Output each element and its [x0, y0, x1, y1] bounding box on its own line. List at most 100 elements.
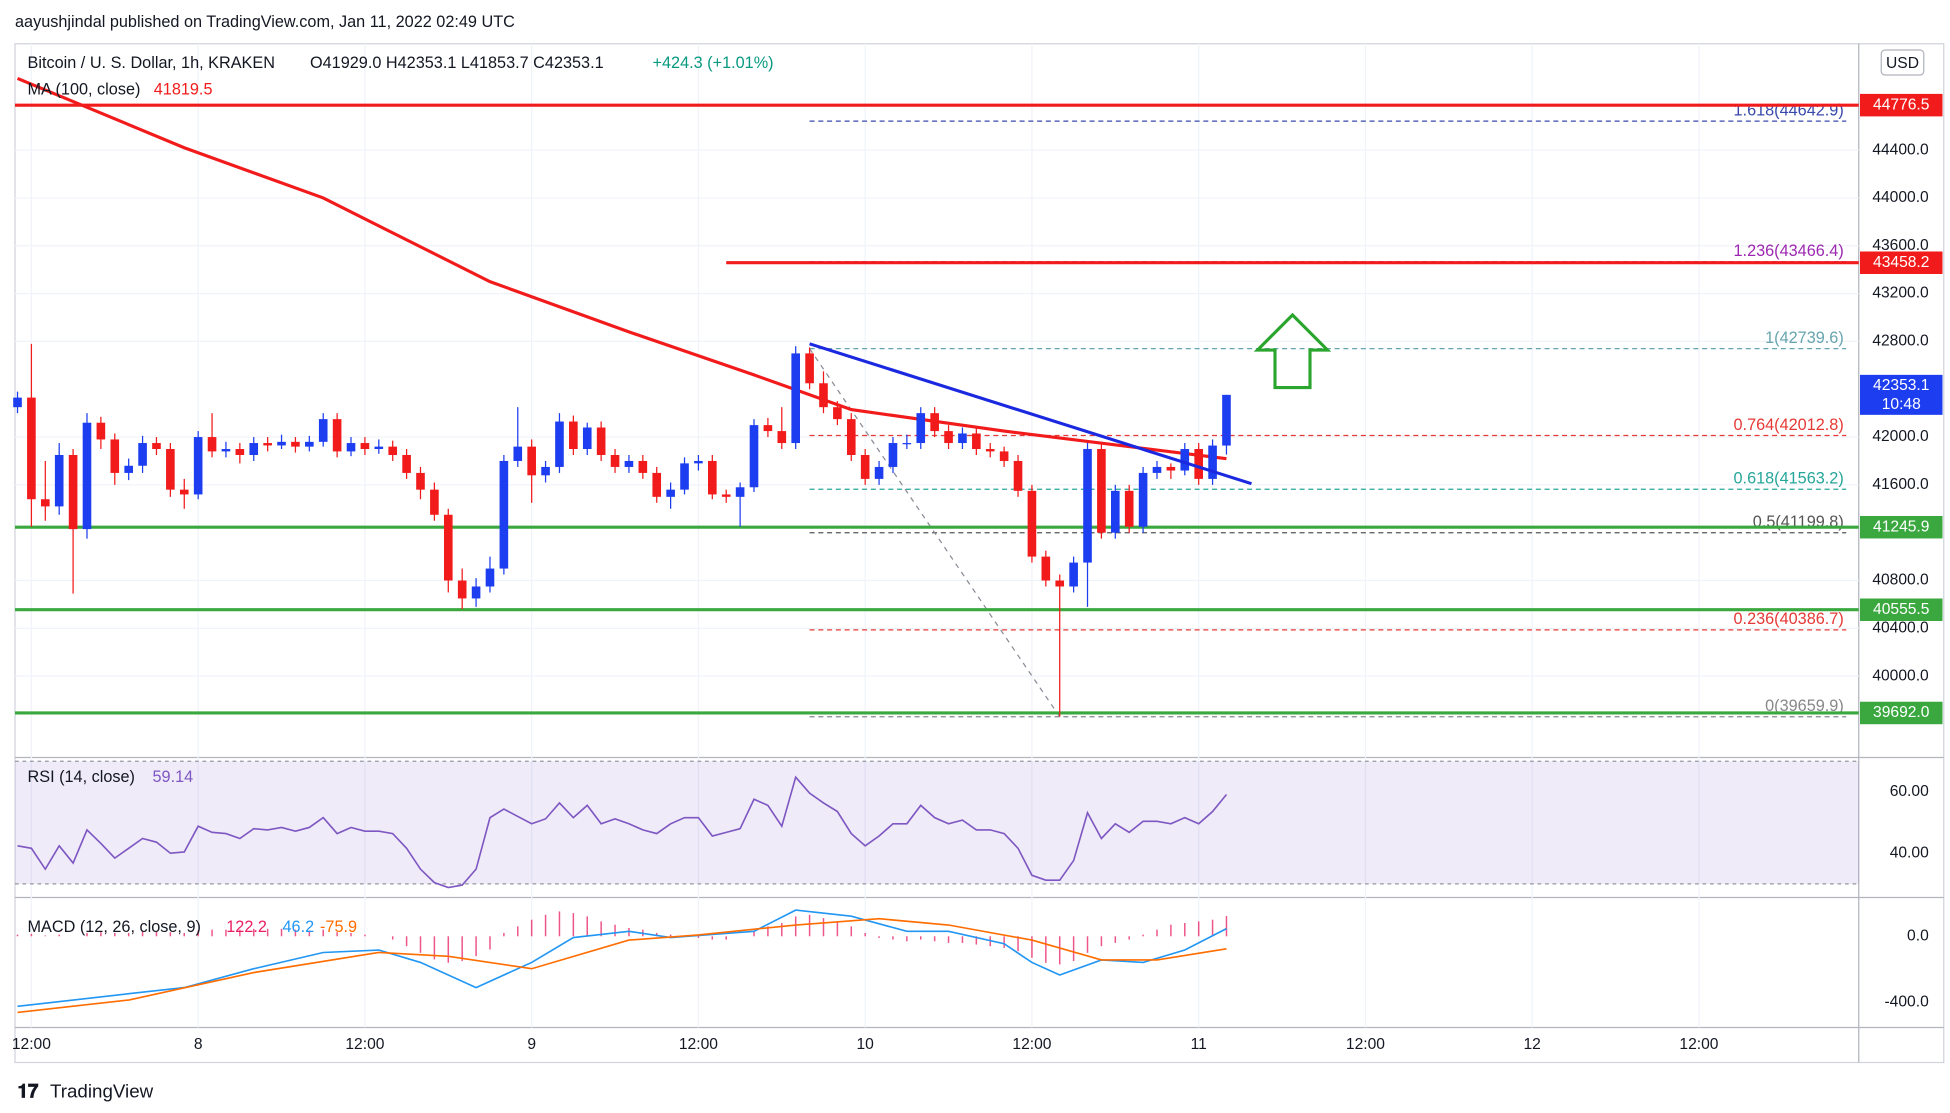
x-tick-label: 12:00: [1346, 1036, 1385, 1053]
candle-body: [96, 422, 106, 440]
candle-body: [680, 463, 689, 490]
macd-hist-value: 122.2: [226, 918, 267, 936]
candle-body: [40, 499, 50, 507]
candle-body: [416, 472, 425, 490]
candle-body: [513, 446, 523, 461]
candle-body: [1041, 556, 1051, 581]
x-tick-label: 12:00: [1679, 1036, 1718, 1053]
candle-body: [374, 446, 384, 450]
candle-body: [110, 439, 120, 473]
candle-body: [499, 460, 509, 569]
y-tick-label: 44400.0: [1872, 141, 1929, 158]
candle-body: [318, 419, 328, 442]
candle-body: [346, 443, 356, 452]
candle-body: [54, 454, 64, 507]
y-tick-label: 42000.0: [1872, 428, 1929, 445]
x-tick-label: 12:00: [12, 1036, 51, 1053]
candle-body: [402, 454, 411, 473]
fib-label: 0(39659.9): [1765, 697, 1844, 715]
candle-body: [1027, 490, 1037, 557]
candle-body: [846, 419, 856, 455]
x-tick-label: 12:00: [1012, 1036, 1051, 1053]
ohlc: O41929.0 H42353.1 L41853.7 C42353.1: [310, 54, 604, 72]
signal-value: -75.9: [320, 918, 357, 936]
candle-body: [82, 422, 92, 530]
candle-body: [166, 449, 175, 490]
candle-body: [249, 443, 259, 455]
trendline: [809, 342, 1252, 486]
candle-body: [1180, 449, 1190, 471]
candle-body: [1194, 449, 1203, 479]
candle-body: [666, 489, 675, 497]
candle-body: [152, 443, 161, 450]
last-price: 42353.1: [1873, 377, 1929, 394]
candle-body: [1124, 490, 1134, 527]
x-tick-label: 9: [527, 1036, 536, 1053]
candle-body: [485, 568, 495, 587]
candle-body: [430, 489, 439, 515]
candle-body: [569, 421, 578, 450]
candle-body: [27, 397, 36, 500]
x-tick-label: 11: [1191, 1036, 1207, 1053]
candle-body: [1152, 466, 1162, 473]
x-tick-label: 12:00: [345, 1036, 384, 1053]
level-label-box: [1860, 701, 1943, 725]
candle-body: [443, 514, 453, 581]
candle-body: [1138, 472, 1148, 527]
x-tick-label: 12: [1524, 1036, 1541, 1053]
y-tick-label: 41600.0: [1872, 476, 1929, 493]
rsi-band: [15, 761, 1859, 884]
rsi-tick-label: 60.00: [1890, 783, 1929, 800]
x-tick-label: 12:00: [679, 1036, 718, 1053]
logo-mark: 𝟏𝟕: [18, 1080, 39, 1101]
y-tick-label: 44000.0: [1872, 189, 1929, 206]
signal-line: [17, 917, 1227, 1014]
y-tick-label: 40400.0: [1872, 619, 1929, 636]
candle-body: [138, 443, 147, 466]
candle-body: [874, 466, 884, 479]
ma-name: MA (100, close): [28, 80, 141, 98]
candle-body: [708, 460, 717, 495]
macd-tick-label: -400.0: [1884, 994, 1929, 1011]
candle-body: [610, 454, 620, 467]
candle-body: [207, 437, 217, 452]
candle-body: [860, 454, 870, 479]
candle-body: [291, 441, 300, 447]
candle-body: [541, 466, 550, 476]
fib-label: 1.236(43466.4): [1734, 242, 1844, 260]
candle-body: [652, 472, 662, 497]
candle-body: [930, 413, 939, 432]
candle-body: [13, 397, 22, 408]
candle-body: [1208, 445, 1217, 479]
candle-body: [221, 449, 231, 452]
frame: [14, 43, 1945, 1064]
candle-body: [972, 433, 981, 450]
candle-body: [555, 421, 564, 467]
moving-average: [16, 76, 1227, 461]
candle-body: [805, 353, 814, 384]
candle-body: [263, 443, 272, 446]
symbol: Bitcoin / U. S. Dollar, 1h, KRAKEN: [28, 54, 275, 72]
candle-body: [735, 487, 745, 497]
candle-body: [1097, 449, 1106, 533]
candle-body: [332, 419, 342, 452]
fib-label: 0.618(41563.2): [1734, 470, 1844, 488]
fib-label: 0.764(42012.8): [1734, 416, 1844, 434]
rsi-name: RSI (14, close): [28, 768, 135, 786]
candle-body: [527, 446, 536, 476]
candle-body: [1166, 466, 1176, 471]
candle-body: [1222, 394, 1231, 446]
candle-body: [1069, 562, 1078, 587]
brand: TradingView: [50, 1080, 154, 1101]
candle-body: [985, 449, 995, 452]
candle-body: [888, 443, 898, 467]
candle-body: [999, 451, 1009, 461]
candle-body: [360, 443, 370, 450]
candle-body: [388, 446, 398, 455]
level-label-box: [1860, 251, 1943, 274]
candle-body: [124, 465, 133, 473]
candle-body: [624, 460, 634, 467]
x-tick-label: 10: [856, 1036, 874, 1053]
